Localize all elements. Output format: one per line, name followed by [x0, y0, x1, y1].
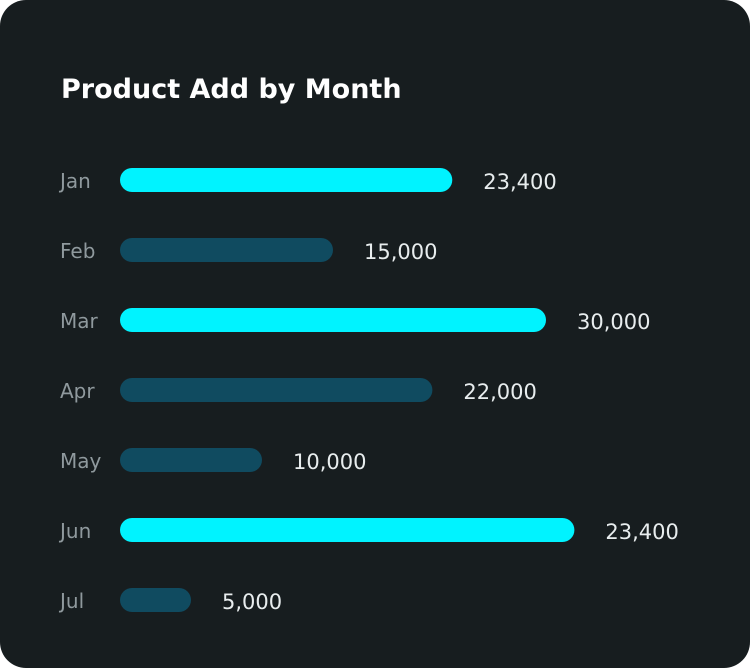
bar-jun: [120, 518, 575, 542]
value-label: 23,400: [483, 170, 556, 194]
category-label: Jul: [58, 589, 84, 613]
value-label: 30,000: [577, 310, 650, 334]
category-label: Feb: [60, 239, 95, 263]
category-label: Jan: [58, 169, 91, 193]
category-label: Apr: [60, 379, 95, 403]
bar-mar: [120, 308, 546, 332]
value-label: 15,000: [364, 240, 437, 264]
bar-jul: [120, 588, 191, 612]
value-label: 10,000: [293, 450, 366, 474]
value-label: 22,000: [463, 380, 536, 404]
value-label: 5,000: [222, 590, 282, 614]
bar-may: [120, 448, 262, 472]
bar-feb: [120, 238, 333, 262]
bar-apr: [120, 378, 433, 402]
chart-title: Product Add by Month: [61, 74, 402, 105]
bar-jan: [120, 168, 453, 192]
category-label: Jun: [58, 519, 91, 543]
category-label: Mar: [60, 309, 99, 333]
category-label: May: [60, 449, 102, 473]
value-label: 23,400: [605, 520, 678, 544]
